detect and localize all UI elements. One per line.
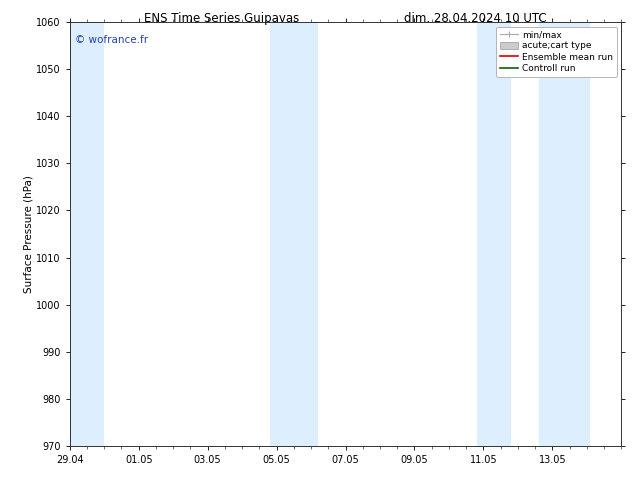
- Bar: [269, 22, 318, 446]
- Y-axis label: Surface Pressure (hPa): Surface Pressure (hPa): [23, 175, 34, 293]
- Text: © wofrance.fr: © wofrance.fr: [75, 35, 148, 45]
- Legend: min/max, acute;cart type, Ensemble mean run, Controll run: min/max, acute;cart type, Ensemble mean …: [496, 26, 617, 76]
- Bar: [538, 22, 590, 446]
- Bar: [477, 22, 511, 446]
- Text: ENS Time Series Guipavas: ENS Time Series Guipavas: [145, 12, 299, 25]
- Text: dim. 28.04.2024 10 UTC: dim. 28.04.2024 10 UTC: [404, 12, 547, 25]
- Bar: [70, 22, 104, 446]
